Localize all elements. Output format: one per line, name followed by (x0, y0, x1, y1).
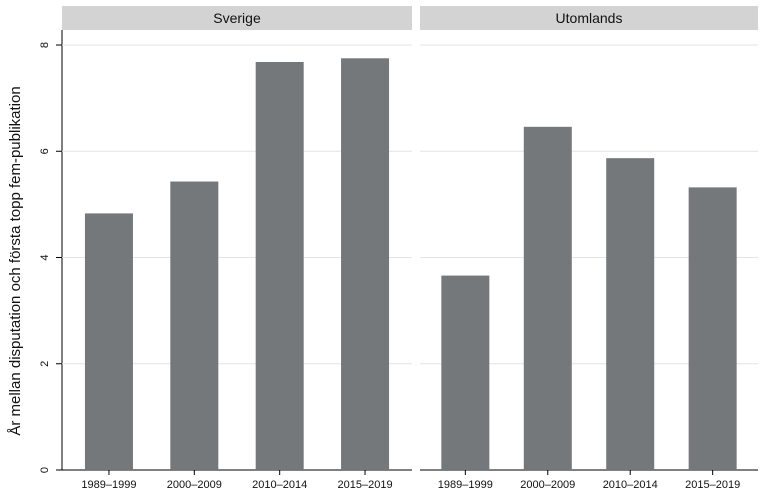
y-tick-label: 6 (39, 148, 51, 154)
y-tick-label: 2 (39, 361, 51, 367)
x-tick-label: 1989–1999 (438, 479, 493, 491)
y-axis-label: År mellan disputation och första topp fe… (7, 86, 24, 435)
y-tick-label: 8 (39, 42, 51, 48)
bar-sverige-3 (341, 58, 390, 470)
bar-utomlands-1 (523, 126, 572, 470)
x-tick-label: 1989–1999 (81, 479, 136, 491)
bar-utomlands-2 (606, 158, 655, 470)
bar-utomlands-3 (688, 187, 737, 470)
facet-title: Utomlands (556, 10, 623, 26)
y-tick-label: 4 (39, 254, 51, 260)
facet-title: Sverige (213, 10, 261, 26)
bar-utomlands-0 (441, 275, 490, 470)
bar-sverige-0 (84, 213, 133, 470)
x-tick-label: 2000–2009 (167, 479, 222, 491)
x-tick-label: 2015–2019 (685, 479, 740, 491)
x-tick-label: 2010–2014 (603, 479, 658, 491)
x-tick-label: 2010–2014 (252, 479, 307, 491)
y-tick-label: 0 (39, 467, 51, 473)
x-tick-label: 2015–2019 (338, 479, 393, 491)
x-tick-label: 2000–2009 (520, 479, 575, 491)
facet-header (420, 6, 758, 30)
bar-sverige-1 (170, 181, 219, 470)
facet-header (62, 6, 412, 30)
bar-sverige-2 (255, 62, 304, 470)
